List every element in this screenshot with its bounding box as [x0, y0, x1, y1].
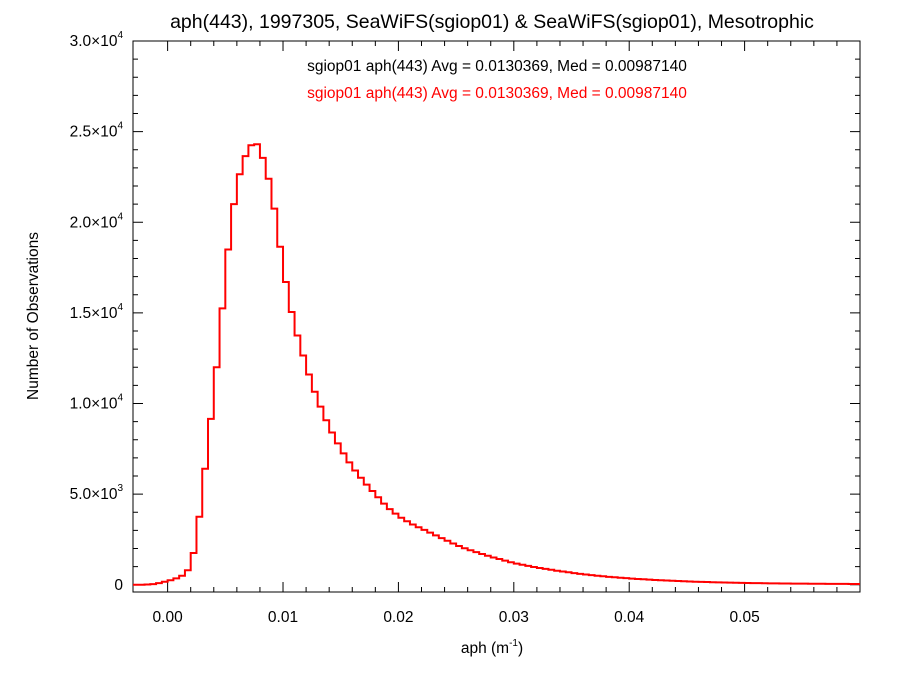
y-axis-ticks: 05.0×1031.0×1041.5×1042.0×1042.5×1043.0×… — [70, 30, 860, 594]
y-tick-exponent: 4 — [117, 121, 123, 132]
y-tick-exponent: 4 — [117, 30, 123, 41]
x-tick-label: 0.03 — [499, 609, 529, 626]
x-tick-label: 0.02 — [383, 609, 413, 626]
x-tick-label: 0.04 — [614, 609, 645, 626]
x-axis-title-end: ) — [518, 640, 523, 657]
y-tick-mantissa: 2.5×10 — [70, 124, 118, 141]
y-tick-exponent: 4 — [117, 393, 123, 404]
y-tick-mantissa: 2.0×10 — [70, 214, 118, 231]
x-axis-title: aph (m-1) — [461, 638, 523, 657]
plot-frame — [132, 40, 861, 593]
y-tick-exponent: 4 — [117, 211, 123, 222]
y-axis-title: Number of Observations — [25, 232, 42, 400]
y-tick-mantissa: 1.0×10 — [70, 396, 118, 413]
y-tick-label: 1.0×104 — [70, 393, 124, 413]
annotation-red: sgiop01 aph(443) Avg = 0.0130369, Med = … — [307, 85, 687, 102]
annotation-black: sgiop01 aph(443) Avg = 0.0130369, Med = … — [307, 58, 687, 75]
y-tick-label: 1.5×104 — [70, 302, 124, 322]
x-axis-title-main: aph (m — [461, 640, 509, 657]
y-tick-label: 5.0×103 — [70, 483, 124, 503]
y-tick-label: 2.5×104 — [70, 121, 124, 141]
y-tick-mantissa: 0 — [114, 577, 123, 594]
x-tick-label: 0.00 — [153, 609, 184, 626]
x-axis-title-sup: -1 — [509, 638, 518, 649]
y-tick-exponent: 3 — [117, 483, 123, 494]
x-tick-label: 0.05 — [730, 609, 760, 626]
x-axis-ticks: 0.00 0.01 0.02 0.03 0.04 0.05 — [153, 41, 861, 626]
x-tick-label: 0.01 — [268, 609, 298, 626]
y-tick-label: 0 — [114, 577, 123, 594]
histogram-series — [133, 143, 860, 586]
y-tick-mantissa: 3.0×10 — [70, 33, 118, 50]
y-tick-mantissa: 5.0×10 — [70, 486, 118, 503]
y-tick-label: 2.0×104 — [70, 211, 124, 231]
y-tick-mantissa: 1.5×10 — [70, 305, 118, 322]
chart-title: aph(443), 1997305, SeaWiFS(sgiop01) & Se… — [170, 11, 814, 33]
y-tick-exponent: 4 — [117, 302, 123, 313]
y-tick-label: 3.0×104 — [70, 30, 124, 50]
